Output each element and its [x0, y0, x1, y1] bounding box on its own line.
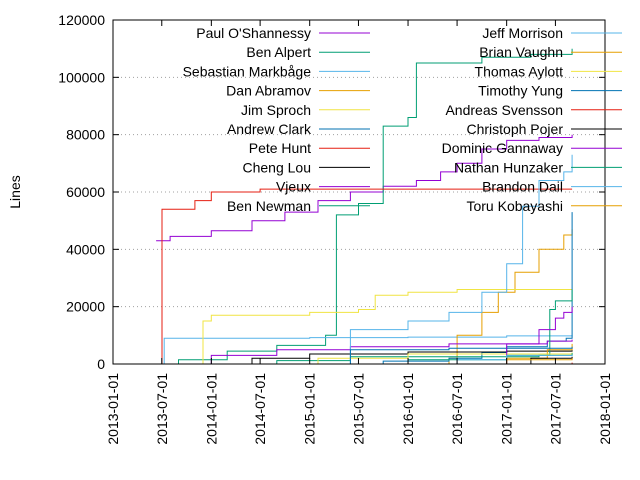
legend-label-ben-newman: Ben Newman — [227, 198, 311, 214]
legend-label-brian-vaughn: Brian Vaughn — [479, 44, 563, 60]
series-line-ben-alpert — [153, 48, 573, 365]
legend-label-thomas-aylott: Thomas Aylott — [475, 63, 564, 79]
legend-label-brandon-dail: Brandon Dail — [482, 179, 563, 195]
legend-label-pete-hunt: Pete Hunt — [249, 140, 311, 156]
y-tick-label: 100000 — [58, 69, 105, 85]
y-tick-label: 0 — [97, 356, 105, 372]
legend-label-andreas-svensson: Andreas Svensson — [445, 102, 563, 118]
y-tick-label: 20000 — [66, 299, 105, 315]
x-axis: 2013-01-01 2013-07-01 2014-01-01 2014-07-01… — [105, 20, 613, 445]
x-tick-label: 2017-07-01 — [547, 373, 563, 445]
x-tick-label: 2015-07-01 — [350, 373, 366, 445]
y-axis-title: Lines — [7, 175, 23, 208]
series-line-vjeux — [153, 339, 573, 365]
y-tick-label: 60000 — [66, 184, 105, 200]
x-tick-label: 2015-01-01 — [302, 373, 318, 445]
series-line-dominic-gannaway — [449, 306, 573, 365]
series-line-pete-hunt — [161, 188, 573, 365]
legend-label-andrew-clark: Andrew Clark — [227, 121, 312, 137]
x-tick-label: 2016-07-01 — [449, 373, 465, 445]
legend-label-paul-o-shannessy: Paul O'Shannessy — [196, 25, 311, 41]
y-tick-label: 40000 — [66, 241, 105, 257]
series-line-jeff-morrison — [211, 154, 573, 365]
legend-label-ben-alpert: Ben Alpert — [246, 44, 311, 60]
legend-label-cheng-lou: Cheng Lou — [242, 159, 311, 175]
legend-label-jim-sproch: Jim Sproch — [241, 102, 311, 118]
legend-label-dominic-gannaway: Dominic Gannaway — [442, 140, 563, 156]
y-tick-label: 80000 — [66, 127, 105, 143]
y-axis: 0 20000 40000 60000 80000 100000 120000 — [58, 12, 605, 372]
series-line-sebastian-markb-ge — [158, 335, 573, 365]
legend-label-dan-abramov: Dan Abramov — [226, 83, 311, 99]
x-tick-label: 2013-01-01 — [105, 373, 121, 445]
x-tick-label: 2014-01-01 — [203, 373, 219, 445]
legend-label-sebastian-markb-ge: Sebastian Markbåge — [183, 63, 312, 79]
x-tick-label: 2014-07-01 — [252, 373, 268, 445]
x-tick-label: 2013-07-01 — [154, 373, 170, 445]
x-tick-label: 2017-01-01 — [499, 373, 515, 445]
y-tick-label: 120000 — [58, 12, 105, 28]
legend-label-vjeux: Vjeux — [276, 179, 311, 195]
legend-label-christoph-pojer: Christoph Pojer — [467, 121, 564, 137]
legend-label-nathan-hunzaker: Nathan Hunzaker — [454, 159, 563, 175]
series-line-toru-kobayashi — [449, 358, 573, 365]
legend: Paul O'Shannessy Ben Alpert Sebastian Mark… — [183, 25, 622, 214]
x-tick-label: 2016-01-01 — [400, 373, 416, 445]
legend-label-jeff-morrison: Jeff Morrison — [482, 25, 563, 41]
x-tick-label: 2018-01-01 — [597, 373, 613, 445]
series-line-jim-sproch — [194, 289, 573, 365]
legend-label-toru-kobayashi: Toru Kobayashi — [466, 198, 563, 214]
legend-label-timothy-yung: Timothy Yung — [478, 83, 563, 99]
series-line-ben-newman — [153, 289, 573, 365]
